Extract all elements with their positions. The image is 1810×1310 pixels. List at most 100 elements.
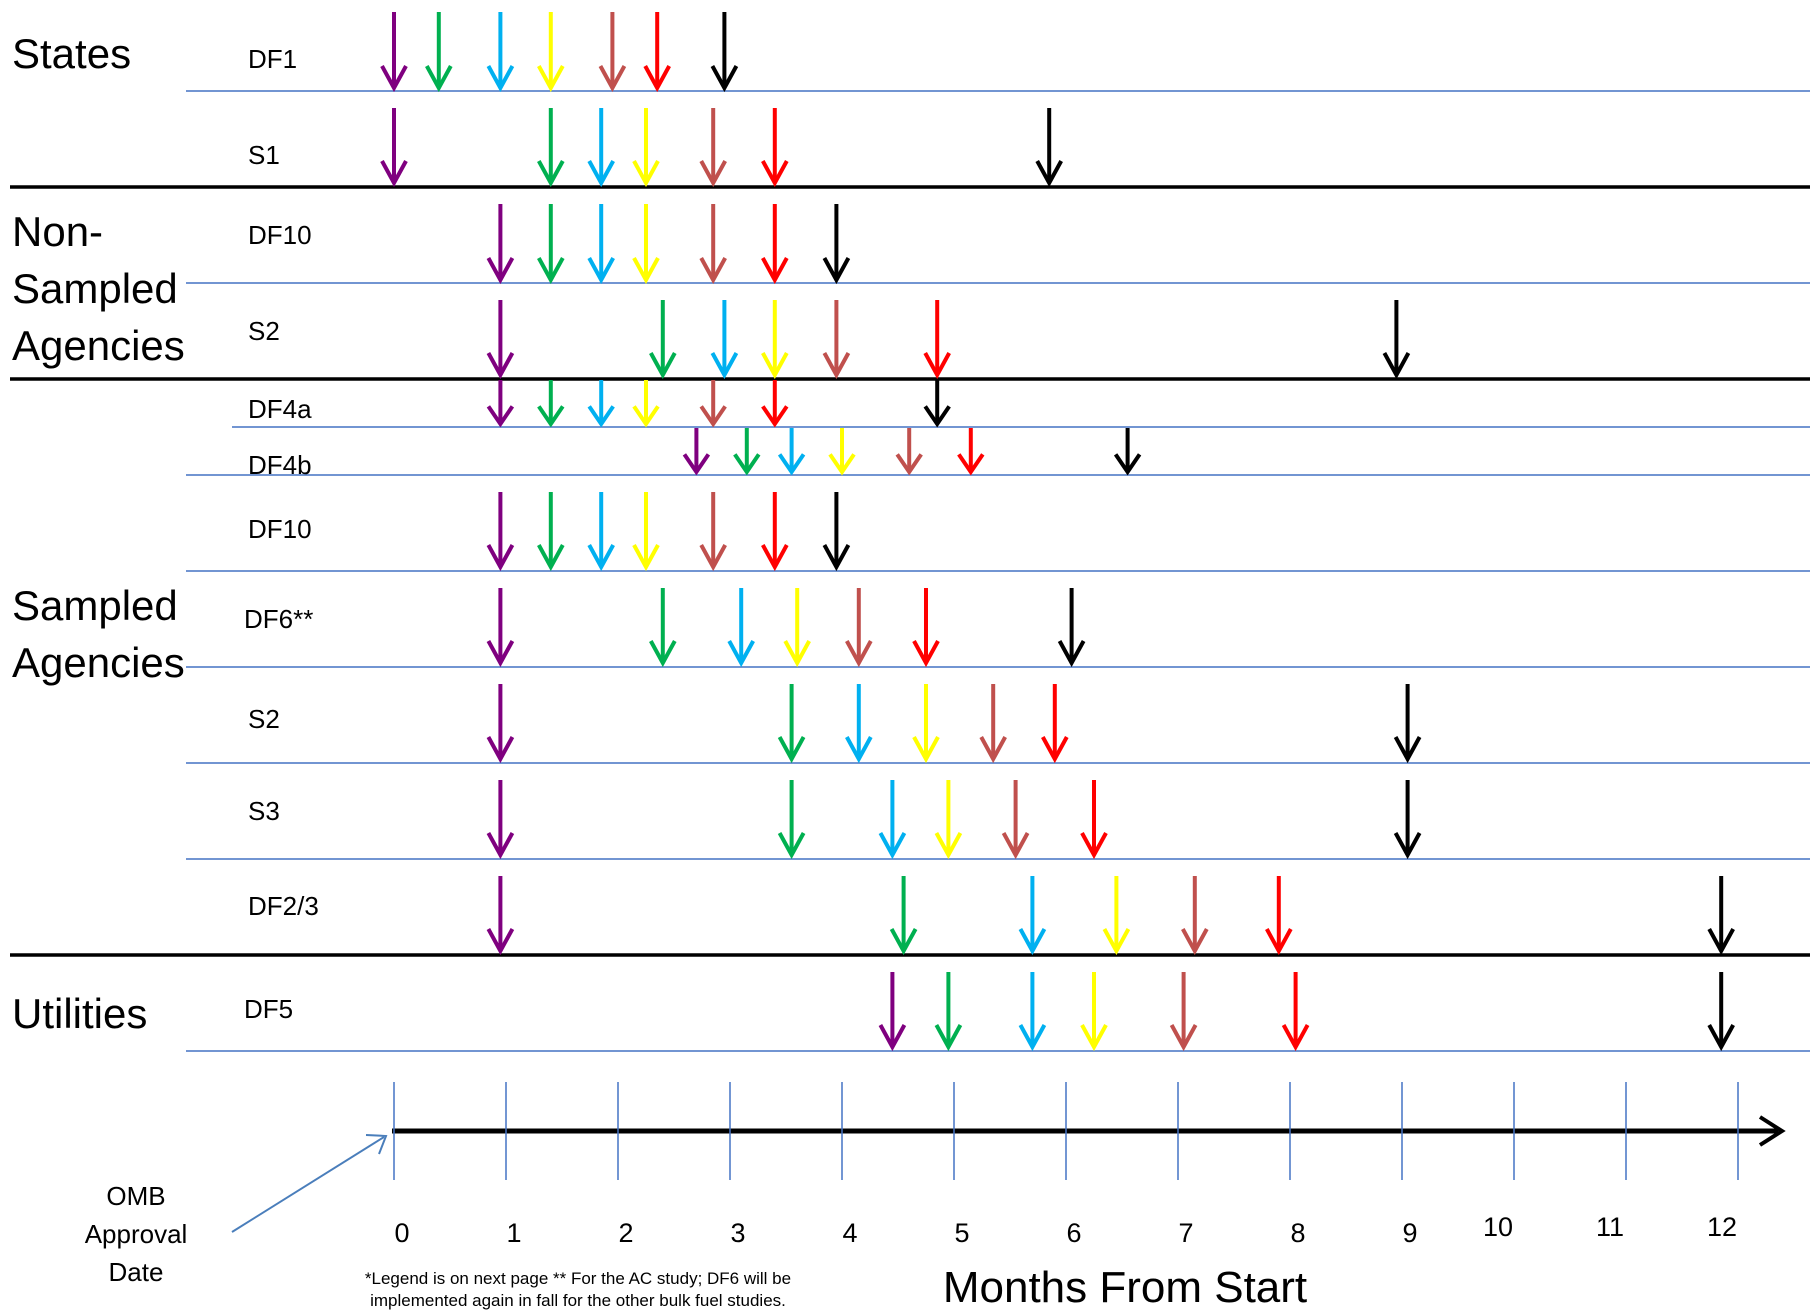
milestone-arrow-blue [587, 108, 615, 188]
milestone-arrow-rose [1001, 780, 1030, 860]
milestone-arrow-green [537, 380, 565, 428]
milestone-arrow-green [934, 972, 963, 1052]
milestone-arrow-red [761, 108, 789, 188]
axis-tick-label: 8 [1290, 1218, 1305, 1248]
annotation-label: Date [109, 1257, 164, 1287]
axis-tick-label: 0 [394, 1218, 409, 1248]
milestone-arrow-yellow [632, 492, 660, 572]
milestone-arrow-black [1707, 876, 1735, 956]
axis-tick-label: 9 [1402, 1218, 1417, 1248]
milestone-arrow-purple [380, 12, 408, 93]
milestone-arrow-black [1382, 300, 1411, 380]
milestone-arrow-black [1035, 108, 1063, 188]
milestone-arrow-purple [486, 588, 515, 668]
axis-tick-label: 11 [1596, 1212, 1624, 1242]
milestone-arrow-red [1041, 684, 1069, 764]
milestone-arrow-green [649, 588, 677, 668]
row-label: S3 [248, 796, 280, 826]
milestone-arrow-red [1281, 972, 1310, 1052]
milestone-arrow-red [1080, 780, 1108, 860]
row-label: DF5 [244, 994, 293, 1024]
milestone-arrow-rose [895, 428, 923, 476]
milestone-arrow-purple [486, 780, 515, 860]
milestone-arrow-rose [699, 380, 727, 428]
annotation-pointer-line [231, 1136, 385, 1233]
milestone-arrow-blue [727, 588, 755, 668]
milestone-arrow-green [733, 428, 761, 476]
milestone-arrow-red [761, 380, 789, 428]
milestone-arrow-blue [878, 780, 907, 860]
axis-tick-label: 3 [730, 1218, 745, 1248]
group-label-line: States [12, 30, 131, 77]
milestone-arrow-black [822, 492, 851, 572]
milestone-arrow-rose [598, 12, 627, 93]
group-label-line: Utilities [12, 990, 147, 1037]
milestone-arrow-green [425, 12, 453, 93]
milestone-arrow-yellow [783, 588, 811, 668]
milestone-arrow-green [537, 204, 565, 285]
milestone-arrow-green [777, 780, 806, 860]
milestone-arrow-purple [380, 108, 408, 188]
milestone-arrow-black [1113, 428, 1142, 476]
milestone-arrow-rose [1181, 876, 1209, 956]
milestone-arrow-purple [486, 492, 515, 572]
milestone-arrow-red [1265, 876, 1293, 956]
milestone-arrow-black [822, 204, 851, 285]
milestone-arrow-rose [699, 204, 727, 285]
row-label: DF4a [248, 394, 312, 424]
milestone-arrow-red [923, 300, 951, 380]
milestone-arrow-rose [699, 492, 727, 572]
row-label: DF1 [248, 44, 297, 74]
axis-tick-label: 5 [954, 1218, 969, 1248]
milestone-arrow-yellow [934, 780, 963, 860]
annotation-label: OMB [106, 1181, 165, 1211]
milestone-arrow-yellow [828, 428, 856, 476]
milestone-arrow-red [957, 428, 985, 476]
footnote-line: implemented again in fall for the other … [370, 1291, 786, 1310]
axis-tick-label: 10 [1483, 1212, 1513, 1242]
annotation-label: Approval [85, 1219, 188, 1249]
milestone-arrow-yellow [761, 300, 789, 380]
milestone-arrow-red [761, 204, 789, 285]
row-label: DF10 [248, 514, 312, 544]
milestone-arrow-green [889, 876, 918, 956]
time-axis-arrowhead [1758, 1115, 1786, 1147]
milestone-arrow-rose [822, 300, 851, 380]
milestone-arrow-rose [979, 684, 1007, 764]
milestone-arrow-red [761, 492, 789, 572]
milestone-arrow-purple [486, 380, 515, 428]
milestone-arrow-yellow [537, 12, 565, 93]
axis-title: Months From Start [943, 1263, 1307, 1310]
annotation-pointer-arrowhead [365, 1134, 388, 1155]
milestone-arrow-yellow [1102, 876, 1131, 956]
milestone-arrow-purple [486, 684, 515, 764]
milestone-arrow-yellow [1080, 972, 1108, 1052]
axis-tick-label: 7 [1178, 1218, 1193, 1248]
milestone-arrow-purple [486, 300, 515, 380]
milestone-arrow-blue [845, 684, 873, 764]
row-label: S1 [248, 140, 280, 170]
milestone-arrow-yellow [912, 684, 940, 764]
axis-tick-label: 4 [842, 1218, 857, 1248]
milestone-arrow-yellow [632, 108, 660, 188]
milestone-arrow-blue [777, 428, 806, 476]
group-label-line: Agencies [12, 322, 185, 369]
axis-tick-label: 2 [618, 1218, 633, 1248]
group-label-line: Agencies [12, 639, 185, 686]
axis-tick-label: 1 [506, 1218, 521, 1248]
milestone-arrow-green [649, 300, 677, 380]
milestone-arrow-purple [878, 972, 907, 1052]
milestone-arrow-purple [682, 428, 711, 476]
milestone-arrow-green [537, 108, 565, 188]
milestone-arrow-black [1393, 684, 1422, 764]
milestone-arrow-black [1707, 972, 1735, 1052]
milestone-arrow-red [912, 588, 940, 668]
milestone-arrow-black [923, 380, 951, 428]
row-label: DF10 [248, 220, 312, 250]
milestone-arrow-blue [710, 300, 739, 380]
milestone-arrow-blue [587, 204, 615, 285]
row-label: S2 [248, 704, 280, 734]
row-label: DF2/3 [248, 891, 319, 921]
milestone-arrow-blue [1018, 972, 1047, 1052]
